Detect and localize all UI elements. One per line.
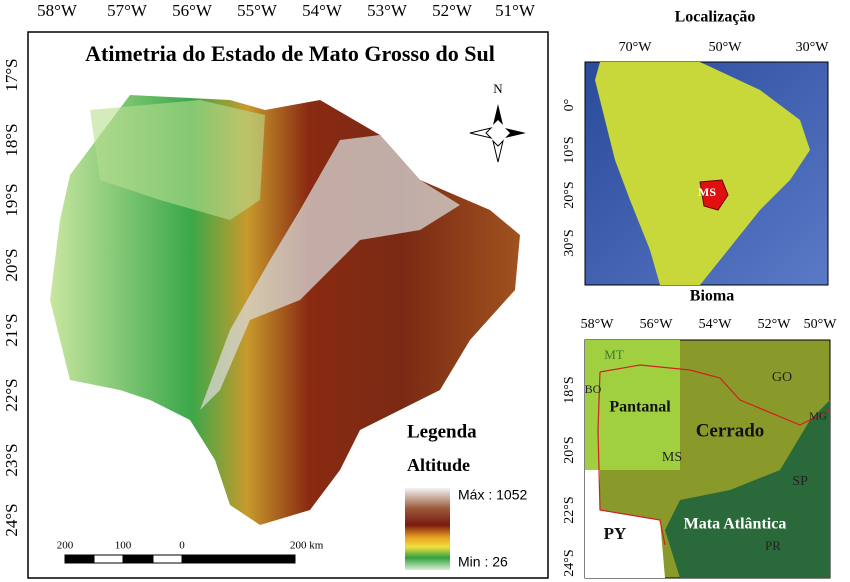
biome-label: MS [662, 450, 682, 465]
altitude-color-bar [405, 488, 450, 570]
lon-label: 54°W [699, 317, 733, 332]
biome-label: MG [809, 411, 827, 423]
lat-label: 22°S [2, 378, 21, 411]
lat-label: 23°S [2, 443, 21, 476]
legend-subtitle: Altitude [407, 455, 470, 475]
lon-label: 53°W [367, 1, 408, 20]
legend-min: Min : 26 [458, 554, 508, 570]
paraguay [585, 470, 665, 578]
inset-title: Bioma [690, 288, 734, 305]
lon-label: 58°W [37, 1, 78, 20]
mata-atlantica-biome [665, 400, 830, 578]
lon-label: 30°W [796, 40, 830, 55]
lat-label: 18°S [562, 376, 577, 403]
lat-label: 19°S [2, 183, 21, 216]
lat-label: 22°S [562, 496, 577, 523]
lon-label: 50°W [709, 40, 743, 55]
lon-label: 51°W [495, 1, 536, 20]
scale-label: 0 [179, 540, 185, 552]
lat-label: 30°S [562, 229, 577, 256]
biome-label: SP [792, 474, 808, 489]
north-arrow [469, 104, 526, 163]
lat-label: 0° [562, 99, 577, 112]
scale-label: 100 [115, 540, 132, 552]
pantanal-lowland [90, 100, 265, 220]
biome-label: Pantanal [609, 399, 671, 416]
ms-highlight [699, 179, 729, 211]
legend-max: Máx : 1052 [458, 487, 527, 503]
biome-label: PY [604, 524, 627, 543]
lat-label: 10°S [562, 136, 577, 163]
biome-label: MT [604, 347, 624, 362]
lat-label: 21°S [2, 313, 21, 346]
lon-label: 56°W [640, 317, 674, 332]
lat-label: 20°S [562, 181, 577, 208]
biome-label: Mata Atlântica [684, 516, 787, 533]
lon-label: 55°W [237, 1, 278, 20]
state-border [597, 371, 666, 546]
lon-label: 54°W [302, 1, 343, 20]
biome-label: Cerrado [696, 420, 765, 441]
lon-label: 57°W [107, 1, 148, 20]
lat-label: 20°S [2, 248, 21, 281]
lon-label: 70°W [619, 40, 653, 55]
map-title: Atimetria do Estado de Mato Grosso do Su… [85, 41, 495, 66]
lon-label: 56°W [172, 1, 213, 20]
lat-label: 20°S [562, 436, 577, 463]
lon-label: 50°W [804, 317, 838, 332]
state-border [599, 364, 831, 426]
biome-label: PR [765, 538, 781, 553]
biome-label: BO [585, 382, 602, 396]
south-america [595, 62, 810, 285]
scale-label: 200 km [290, 540, 324, 552]
lon-label: 52°W [758, 317, 792, 332]
legend-title: Legenda [407, 421, 477, 442]
north-label: N [493, 81, 503, 96]
lat-label: 18°S [2, 123, 21, 156]
scale-label: 200 [57, 540, 74, 552]
ms-label: MS [698, 185, 716, 199]
lat-label: 24°S [2, 503, 21, 536]
lon-label: 52°W [432, 1, 473, 20]
lon-label: 58°W [581, 317, 615, 332]
scale-bar [64, 554, 296, 564]
pantanal-biome [585, 340, 680, 470]
biome-label: GO [772, 370, 792, 385]
lat-label: 24°S [562, 549, 577, 576]
highland [200, 135, 460, 410]
inset-title: Localização [675, 9, 756, 26]
lat-label: 17°S [2, 58, 21, 91]
